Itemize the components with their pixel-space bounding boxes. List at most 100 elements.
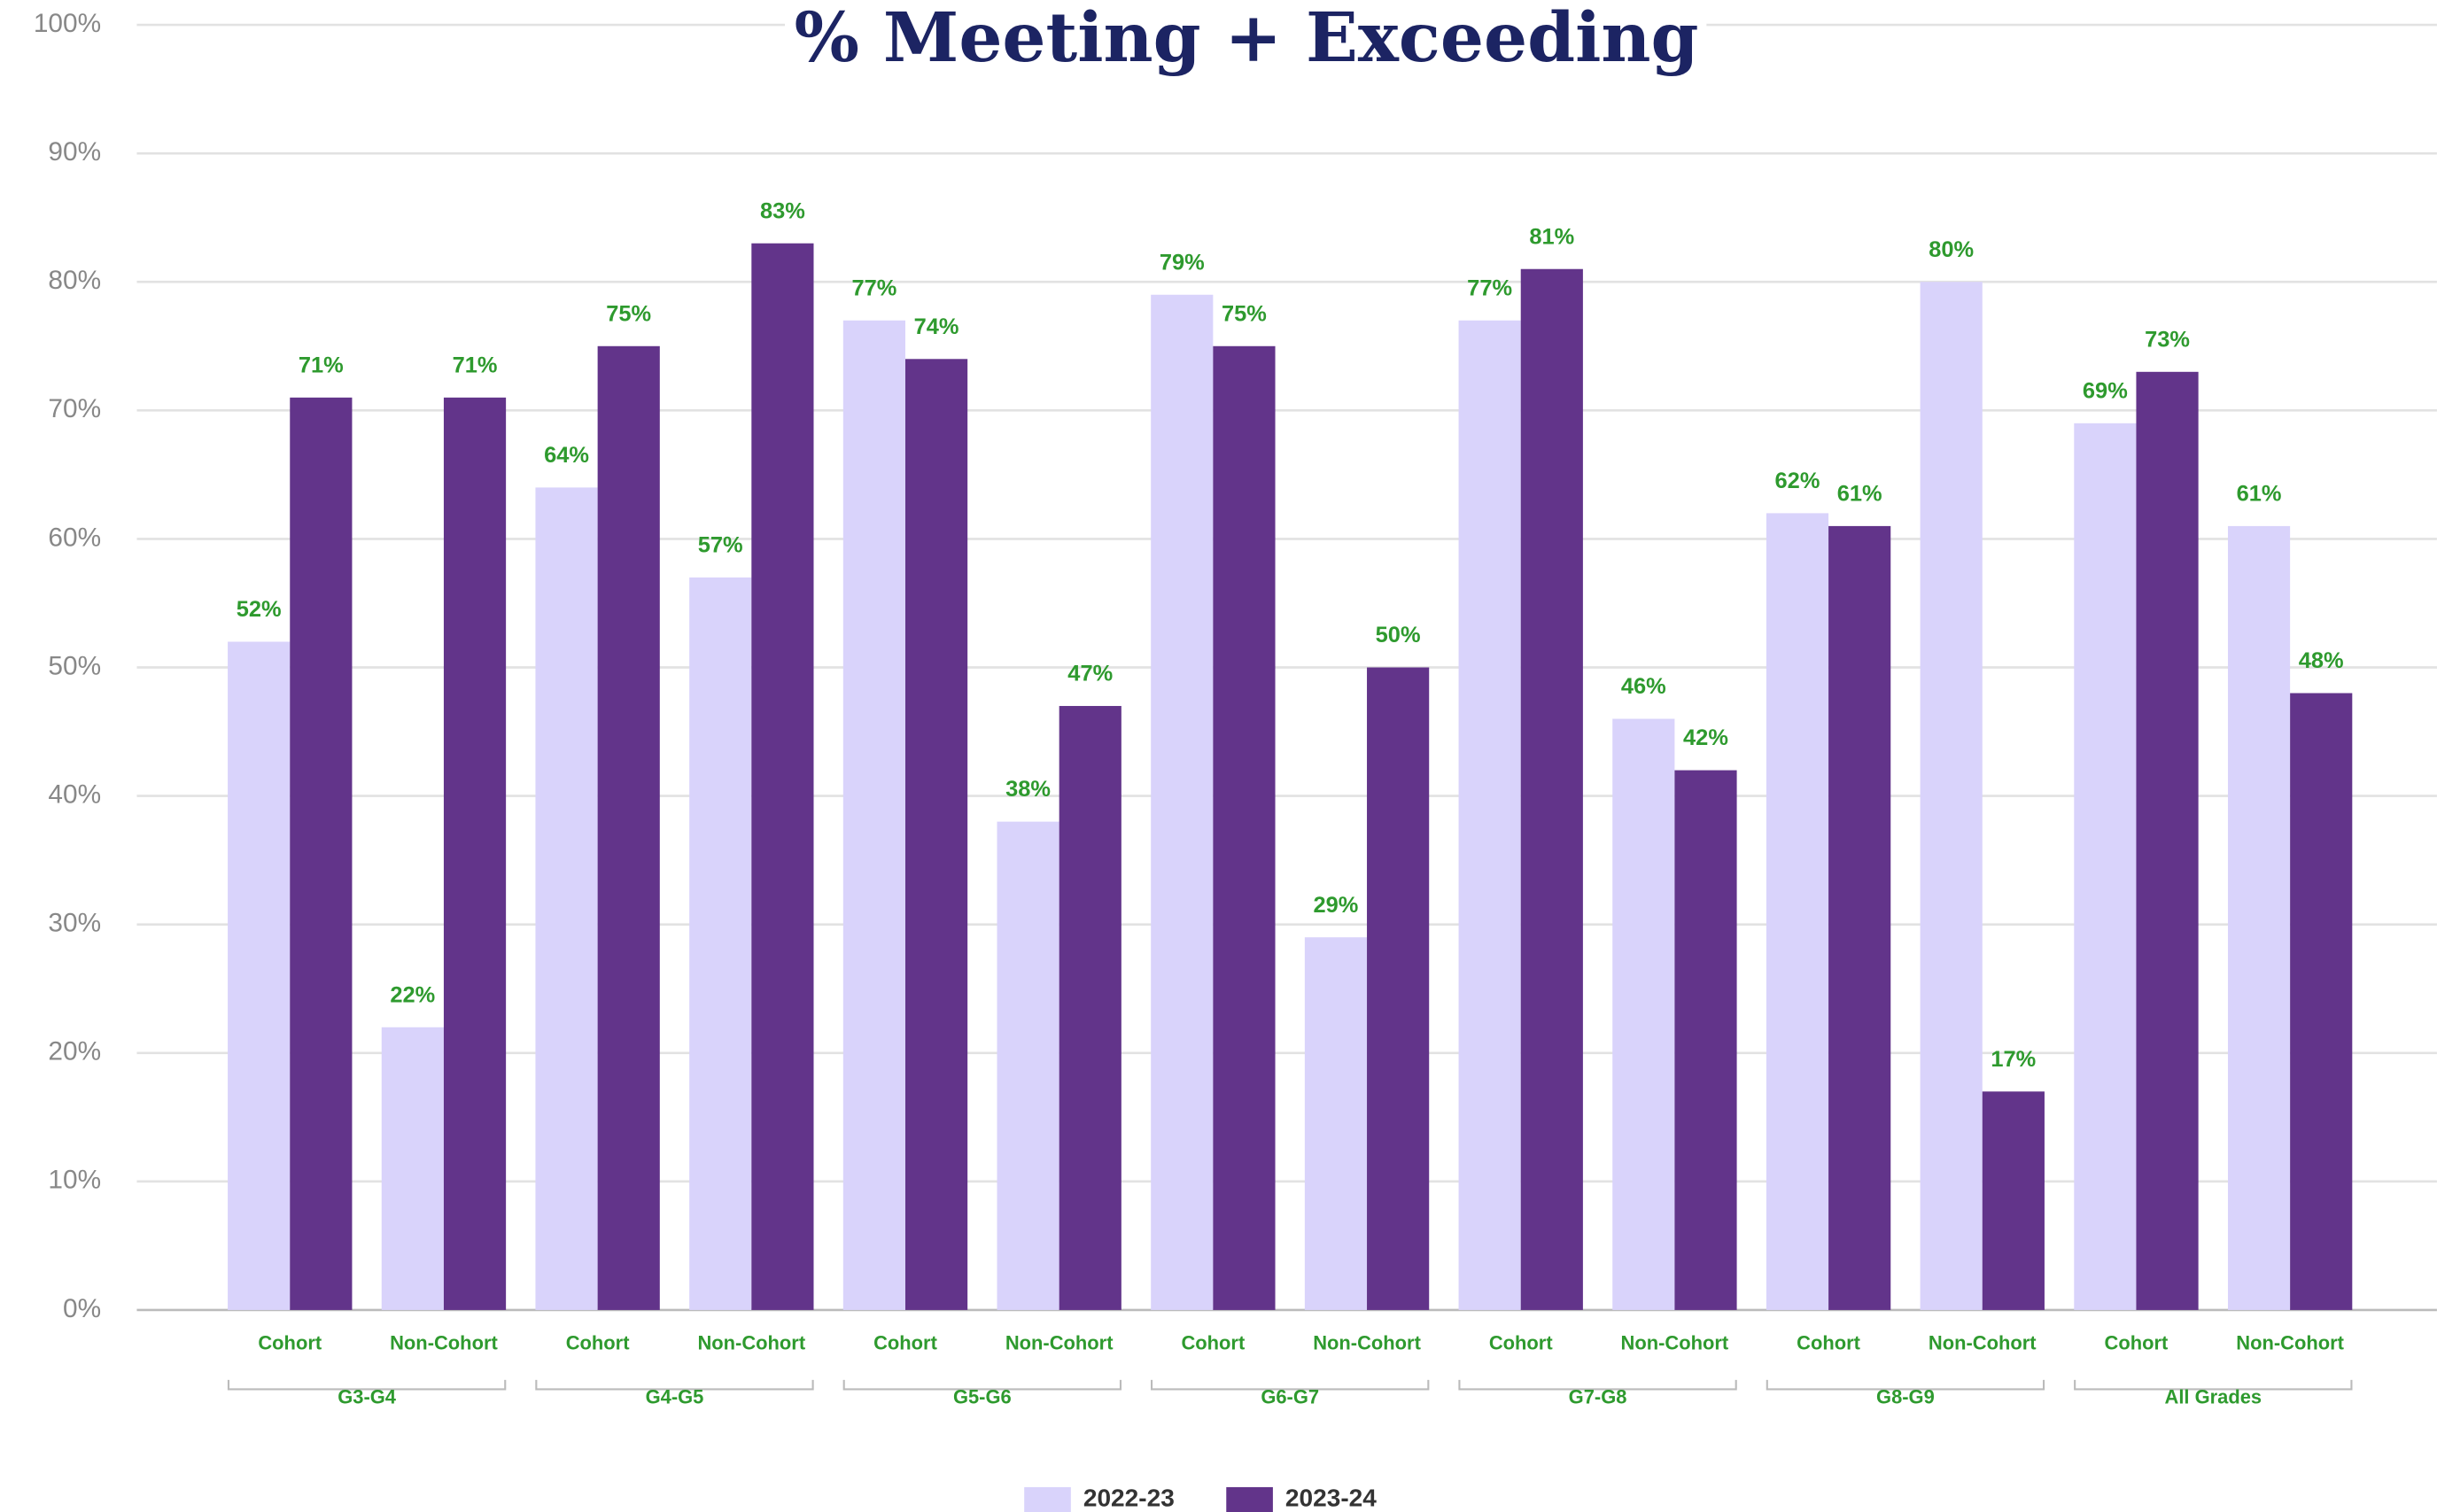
x-tick-label: Cohort xyxy=(258,1331,322,1353)
group-bracket xyxy=(2074,1379,2353,1391)
group-label: G5-G6 xyxy=(953,1386,1012,1408)
group-bracket xyxy=(1458,1379,1737,1391)
group-bracket xyxy=(842,1379,1122,1391)
value-label: 42% xyxy=(1683,725,1728,750)
y-tick-label: 40% xyxy=(48,779,101,809)
value-label: 61% xyxy=(2237,482,2282,507)
y-tick-label: 50% xyxy=(48,651,101,680)
x-tick-label: Cohort xyxy=(566,1331,630,1353)
bar xyxy=(2136,371,2199,1310)
group-label: G6-G7 xyxy=(1261,1386,1319,1408)
x-tick-label: Non-Cohort xyxy=(1005,1331,1114,1353)
group-bracket xyxy=(535,1379,814,1391)
bar xyxy=(2227,525,2291,1310)
value-label: 74% xyxy=(914,314,959,339)
bar xyxy=(443,397,507,1310)
value-label: 57% xyxy=(698,533,743,558)
x-tick-label: Non-Cohort xyxy=(1313,1331,1421,1353)
value-label: 77% xyxy=(851,275,896,300)
value-label: 71% xyxy=(453,353,498,377)
bar xyxy=(904,359,968,1310)
x-tick-label: Cohort xyxy=(2105,1331,2169,1353)
value-label: 64% xyxy=(544,443,589,468)
x-tick-label: Cohort xyxy=(1489,1331,1553,1353)
bar xyxy=(751,243,814,1310)
group-label: G4-G5 xyxy=(646,1386,704,1408)
bar xyxy=(1458,320,1521,1310)
bar xyxy=(1828,525,1891,1310)
bar xyxy=(597,345,660,1310)
bar xyxy=(2290,693,2353,1310)
bar xyxy=(842,320,905,1310)
x-tick-label: Non-Cohort xyxy=(390,1331,498,1353)
legend-label: 2022-23 xyxy=(1083,1484,1175,1511)
bar xyxy=(535,487,598,1310)
value-label: 38% xyxy=(1005,777,1051,802)
value-label: 81% xyxy=(1529,224,1574,249)
value-label: 48% xyxy=(2299,648,2344,673)
x-tick-label: Cohort xyxy=(1181,1331,1245,1353)
bar xyxy=(1766,513,1829,1310)
group-label: G7-G8 xyxy=(1569,1386,1627,1408)
y-tick-label: 0% xyxy=(63,1294,101,1323)
bar xyxy=(1520,268,1583,1310)
y-tick-label: 90% xyxy=(48,137,101,167)
bar xyxy=(1213,345,1276,1310)
chart-title: % Meeting + Exceeding xyxy=(795,0,1699,78)
value-label: 69% xyxy=(2083,378,2128,403)
x-tick-label: Non-Cohort xyxy=(1621,1331,1729,1353)
group-label: All Grades xyxy=(2165,1386,2262,1408)
group-bracket xyxy=(1766,1379,2045,1391)
bar xyxy=(381,1027,444,1310)
legend-swatch xyxy=(1226,1486,1273,1512)
y-tick-label: 100% xyxy=(34,9,101,38)
y-tick-label: 80% xyxy=(48,266,101,295)
grid xyxy=(136,23,2437,1312)
bar xyxy=(1059,706,1121,1310)
value-label: 50% xyxy=(1376,623,1421,647)
x-tick-label: Non-Cohort xyxy=(1929,1331,2037,1353)
value-label: 83% xyxy=(760,198,805,223)
bar xyxy=(997,821,1059,1310)
group-label: G3-G4 xyxy=(338,1386,397,1408)
bar xyxy=(1304,937,1368,1310)
value-label: 75% xyxy=(1222,301,1267,326)
bar xyxy=(228,641,291,1310)
bar xyxy=(1151,294,1214,1310)
bar xyxy=(689,577,752,1310)
bar xyxy=(290,397,353,1310)
value-label: 22% xyxy=(390,982,435,1007)
legend-label: 2023-24 xyxy=(1285,1484,1377,1511)
value-label: 46% xyxy=(1621,674,1666,699)
x-tick-label: Non-Cohort xyxy=(697,1331,805,1353)
legend-swatch xyxy=(1024,1486,1071,1512)
value-label: 52% xyxy=(237,597,282,622)
value-label: 75% xyxy=(606,301,651,326)
bar xyxy=(1920,282,1983,1310)
group-label: G8-G9 xyxy=(1876,1386,1935,1408)
value-label: 73% xyxy=(2145,327,2190,352)
bar xyxy=(1674,770,1737,1310)
value-label: 79% xyxy=(1160,250,1205,275)
y-tick-label: 20% xyxy=(48,1037,101,1066)
value-label: 71% xyxy=(299,353,344,377)
y-tick-label: 10% xyxy=(48,1166,101,1195)
value-label: 77% xyxy=(1467,275,1512,300)
group-bracket xyxy=(227,1379,507,1391)
y-tick-label: 30% xyxy=(48,909,101,938)
bar xyxy=(1612,718,1675,1310)
x-tick-label: Non-Cohort xyxy=(2236,1331,2344,1353)
title-background xyxy=(785,0,1707,78)
value-label: 29% xyxy=(1314,893,1359,918)
x-tick-label: Cohort xyxy=(873,1331,937,1353)
bar xyxy=(2074,423,2137,1310)
value-label: 61% xyxy=(1837,482,1882,507)
group-bracket xyxy=(1151,1379,1430,1391)
y-tick-label: 60% xyxy=(48,523,101,552)
bar xyxy=(1982,1091,2045,1310)
value-label: 17% xyxy=(1991,1047,2036,1072)
x-tick-label: Cohort xyxy=(1797,1331,1860,1353)
value-label: 80% xyxy=(1929,237,1974,262)
value-label: 47% xyxy=(1067,662,1113,686)
